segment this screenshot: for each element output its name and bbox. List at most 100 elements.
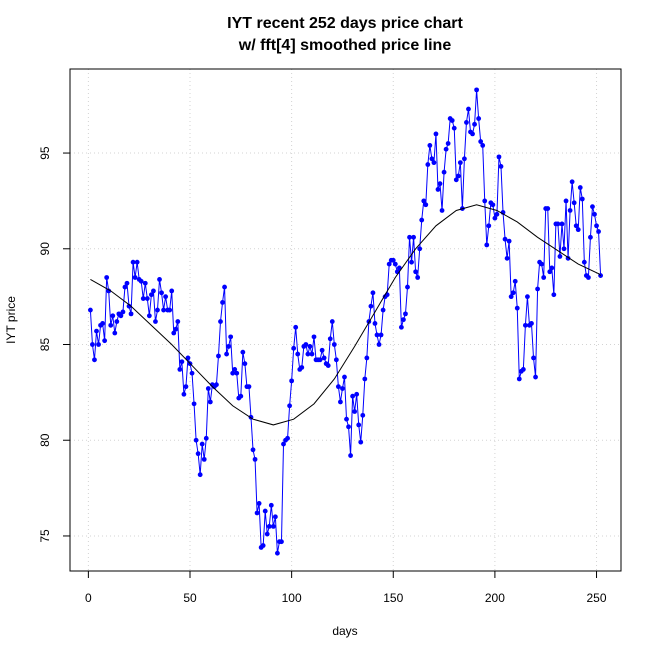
x-tick-label: 50 xyxy=(183,591,197,605)
data-point xyxy=(224,351,229,357)
data-point xyxy=(563,198,569,204)
y-tick-label: 85 xyxy=(38,338,52,352)
data-point xyxy=(262,508,268,514)
data-point xyxy=(421,198,427,204)
data-point xyxy=(535,286,540,292)
data-point xyxy=(319,347,325,353)
data-point xyxy=(531,355,536,361)
data-point xyxy=(342,374,347,380)
data-point xyxy=(557,254,563,259)
data-point xyxy=(470,131,475,137)
data-point xyxy=(352,409,358,414)
data-point xyxy=(242,361,248,367)
y-tick-label: 90 xyxy=(38,242,52,256)
data-point xyxy=(272,514,278,520)
data-point xyxy=(128,311,134,317)
data-point xyxy=(390,257,396,263)
data-point xyxy=(508,294,514,300)
chart-title: IYT recent 252 days price chart xyxy=(227,15,463,32)
data-point xyxy=(429,156,435,162)
data-point xyxy=(364,355,370,361)
data-point xyxy=(474,87,480,93)
data-point xyxy=(268,502,274,508)
data-point xyxy=(413,269,419,275)
data-point xyxy=(476,116,482,121)
data-point xyxy=(372,321,378,326)
data-point xyxy=(439,208,445,213)
data-point xyxy=(358,439,364,445)
data-point xyxy=(163,294,169,300)
data-point xyxy=(104,275,110,280)
chart-subtitle: w/ fft[4] smoothed price line xyxy=(238,37,452,54)
data-point xyxy=(281,441,286,447)
y-tick-label: 95 xyxy=(38,146,52,160)
data-point xyxy=(138,278,144,284)
data-point xyxy=(144,296,150,301)
x-axis-label: days xyxy=(332,624,357,638)
data-point xyxy=(335,384,341,390)
data-point xyxy=(380,307,386,313)
data-point xyxy=(510,290,516,296)
data-point xyxy=(344,416,349,422)
data-point xyxy=(549,265,555,271)
data-point xyxy=(238,393,244,399)
data-point xyxy=(455,173,461,179)
data-point xyxy=(533,374,538,380)
data-point xyxy=(585,275,591,280)
series-line xyxy=(90,204,601,426)
data-point xyxy=(386,261,392,267)
plot-frame xyxy=(69,68,622,572)
data-point xyxy=(443,146,449,152)
data-point xyxy=(409,259,414,265)
data-point xyxy=(100,321,106,326)
data-point xyxy=(285,435,290,441)
data-point xyxy=(311,334,317,340)
data-point xyxy=(94,328,99,334)
data-point xyxy=(541,275,547,280)
data-point xyxy=(396,265,402,271)
data-point xyxy=(571,200,577,206)
data-point xyxy=(90,342,95,347)
data-point xyxy=(201,456,207,462)
data-point xyxy=(122,284,128,290)
data-point xyxy=(295,351,301,357)
data-point xyxy=(218,319,223,324)
data-point xyxy=(539,261,545,267)
data-point xyxy=(520,366,526,372)
data-point xyxy=(167,307,173,313)
data-point xyxy=(214,382,219,388)
data-point xyxy=(305,351,311,357)
data-point xyxy=(555,221,561,227)
data-point xyxy=(250,447,256,453)
data-point xyxy=(573,223,579,229)
data-point xyxy=(155,307,160,313)
data-point xyxy=(331,342,337,347)
data-point xyxy=(264,531,270,537)
data-point xyxy=(191,401,197,407)
data-point xyxy=(307,344,313,349)
data-point xyxy=(142,280,148,286)
data-point xyxy=(124,280,130,286)
data-point xyxy=(425,162,431,167)
data-point xyxy=(146,313,152,319)
data-point xyxy=(374,332,380,338)
data-point xyxy=(173,326,179,332)
data-point xyxy=(333,357,339,363)
data-point xyxy=(289,378,295,384)
data-point xyxy=(346,424,351,430)
data-point xyxy=(496,154,502,160)
data-point xyxy=(401,317,406,323)
data-point xyxy=(254,510,260,516)
data-point xyxy=(291,345,297,351)
data-point xyxy=(577,185,583,190)
data-point xyxy=(525,294,530,300)
data-point xyxy=(234,370,240,376)
data-point xyxy=(132,275,138,280)
data-point xyxy=(102,338,108,344)
data-point xyxy=(120,309,126,315)
data-point xyxy=(504,255,510,261)
data-point xyxy=(279,539,284,545)
data-point xyxy=(547,269,553,275)
data-point xyxy=(327,336,333,342)
